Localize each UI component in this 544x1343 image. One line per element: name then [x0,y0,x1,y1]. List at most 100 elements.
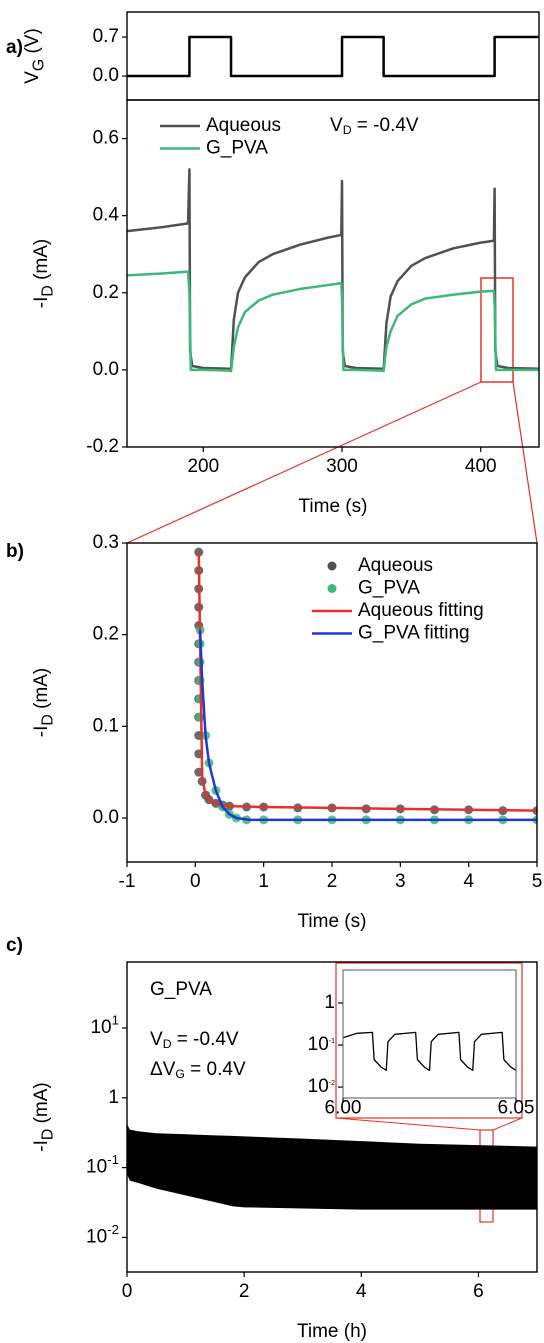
tick-label: 6.00 [325,1098,362,1119]
label-part: = -0.4V [352,115,419,136]
tick-label: 2 [327,871,338,892]
legend-label: Aqueous fitting [358,600,484,621]
data-line [343,1031,516,1072]
data-line [127,168,539,372]
tick-label: 4 [463,871,474,892]
label-part: G [175,1067,185,1081]
tick-label: 0.0 [93,359,119,380]
data-band [127,1124,537,1210]
tick-label: -1 [119,871,136,892]
legend-label: G_PVA [358,578,420,599]
label-part: (mA) [31,1082,52,1128]
y-axis-label: -ID (mA) [31,239,57,308]
label-part: = -0.4V [172,1029,239,1050]
tick-label: 400 [465,456,497,477]
label-part: D [163,1037,172,1051]
plot-frame [126,99,540,448]
legend-label: G_PVA [206,138,268,159]
tick-label: -0.2 [86,436,119,457]
tick-label: 0.3 [93,532,119,553]
data-line [197,552,537,812]
plot-area [343,1031,516,1072]
plot-area [194,547,537,825]
tick-label-exponent: 1 [112,1012,119,1027]
tick-label: 1 [108,1087,119,1108]
label-part: D [40,285,57,296]
label-part: (mA) [31,239,52,285]
inset-frame [335,962,523,1119]
label-part: G [31,59,48,71]
x-axis-label: Time (s) [298,911,367,932]
panel-label: a) [6,37,23,58]
tick-label-base: 0.0 [93,807,119,828]
annotation: VD = -0.4V [150,1029,239,1051]
plot-frame [126,961,538,1273]
tick-label: 0.4 [93,205,120,226]
legend-label: Aqueous [206,115,281,136]
label-part: -I [31,1140,52,1152]
label-part: D [40,1129,57,1140]
tick-label: 0.0 [93,65,119,86]
plot-frame [126,542,538,863]
tick-label: 6 [473,1281,484,1302]
label-part: V [330,115,343,136]
tick-label-base: 6.05 [498,1098,535,1119]
label-part: ΔV [150,1059,176,1080]
panel-label: c) [6,935,23,956]
data-line [198,630,537,822]
tick-label: 0.0 [93,807,119,828]
tick-label: 4 [356,1281,367,1302]
data-line [127,270,539,373]
tick-label: 10-1 [308,1034,335,1055]
tick-label: 10-1 [86,1152,119,1178]
tick-label-exponent: -2 [329,1080,335,1087]
tick-label: 0.6 [93,128,119,149]
label-part: V [150,1029,163,1050]
plot-area [127,168,539,373]
tick-label: 10-2 [308,1076,335,1097]
label-part: = 0.4V [185,1059,246,1080]
tick-label-base: 6.00 [325,1098,362,1119]
tick-label: 10-2 [86,1221,119,1247]
tick-label-base: 10 [86,1226,107,1247]
tick-label-base: 10 [86,1157,107,1178]
tick-label: 3 [395,871,406,892]
zoom-line [335,1117,481,1131]
tick-label-exponent: -1 [107,1152,119,1167]
zoom-box [480,277,514,383]
data-point [194,547,204,557]
legend-marker [327,561,337,571]
tick-label: 2 [239,1281,250,1302]
chart-4: 10-210-116.00 6.05 [308,969,535,1119]
label-part: -I [31,297,52,309]
panel-label: b) [6,541,24,562]
legend-label: Aqueous [358,555,433,576]
tick-label-base: 10 [90,1017,111,1038]
tick-label: 101 [90,1012,119,1038]
label-part: (V) [22,28,43,59]
y-axis-label: -ID (mA) [31,1082,57,1151]
zoom-line [126,381,482,544]
zoom-indicators [126,277,538,1223]
x-axis-label: Time (h) [297,1321,367,1342]
legend-label: G_PVA fitting [358,623,470,644]
tick-label-base: 0.0 [93,65,119,86]
label-part: D [343,123,352,137]
annotation: VD = -0.4V [330,115,419,137]
plot-area [127,1124,537,1210]
label-part: (mA) [31,668,52,714]
annotation: G_PVA [150,979,212,1000]
zoom-line [492,1117,523,1131]
y-axis-label: VG (V) [22,28,48,84]
label-part: V [22,71,43,84]
zoom-line [512,381,538,544]
y-axis-label: -ID (mA) [31,668,57,737]
label-part: D [40,714,57,725]
tick-label-base: 10 [308,1034,329,1055]
tick-label: 0.2 [93,624,119,645]
data-line [127,35,539,78]
